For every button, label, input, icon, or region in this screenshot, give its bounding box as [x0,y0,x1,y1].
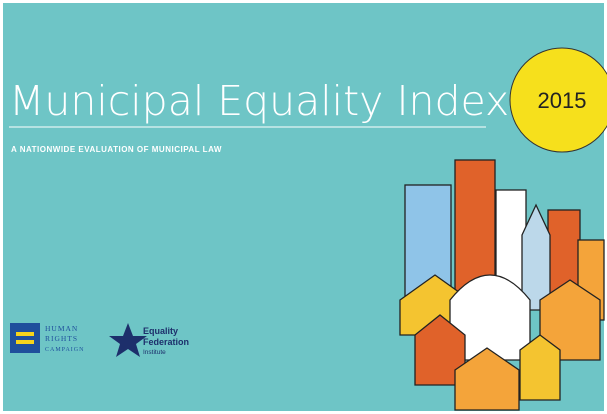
page: 2015 Municipal Equality Index A NATIONWI… [0,0,607,414]
hrc-text: HUMAN [45,324,78,333]
cover: 2015 Municipal Equality Index A NATIONWI… [0,0,607,414]
hrc-text: CAMPAIGN [45,347,84,353]
title: Municipal Equality Index [9,77,509,125]
hrc-mark [10,323,40,353]
ef-text: Equality [143,326,178,336]
subtitle: A NATIONWIDE EVALUATION OF MUNICIPAL LAW [11,145,222,154]
ef-text: Institute [143,349,166,356]
hrc-bar [16,340,34,344]
hrc-bar [16,332,34,336]
hrc-logo: HUMAN RIGHTS CAMPAIGN [10,323,84,353]
ef-text: Federation [143,337,189,347]
hrc-text: RIGHTS [45,334,78,343]
house [520,335,560,400]
year: 2015 [538,88,587,113]
